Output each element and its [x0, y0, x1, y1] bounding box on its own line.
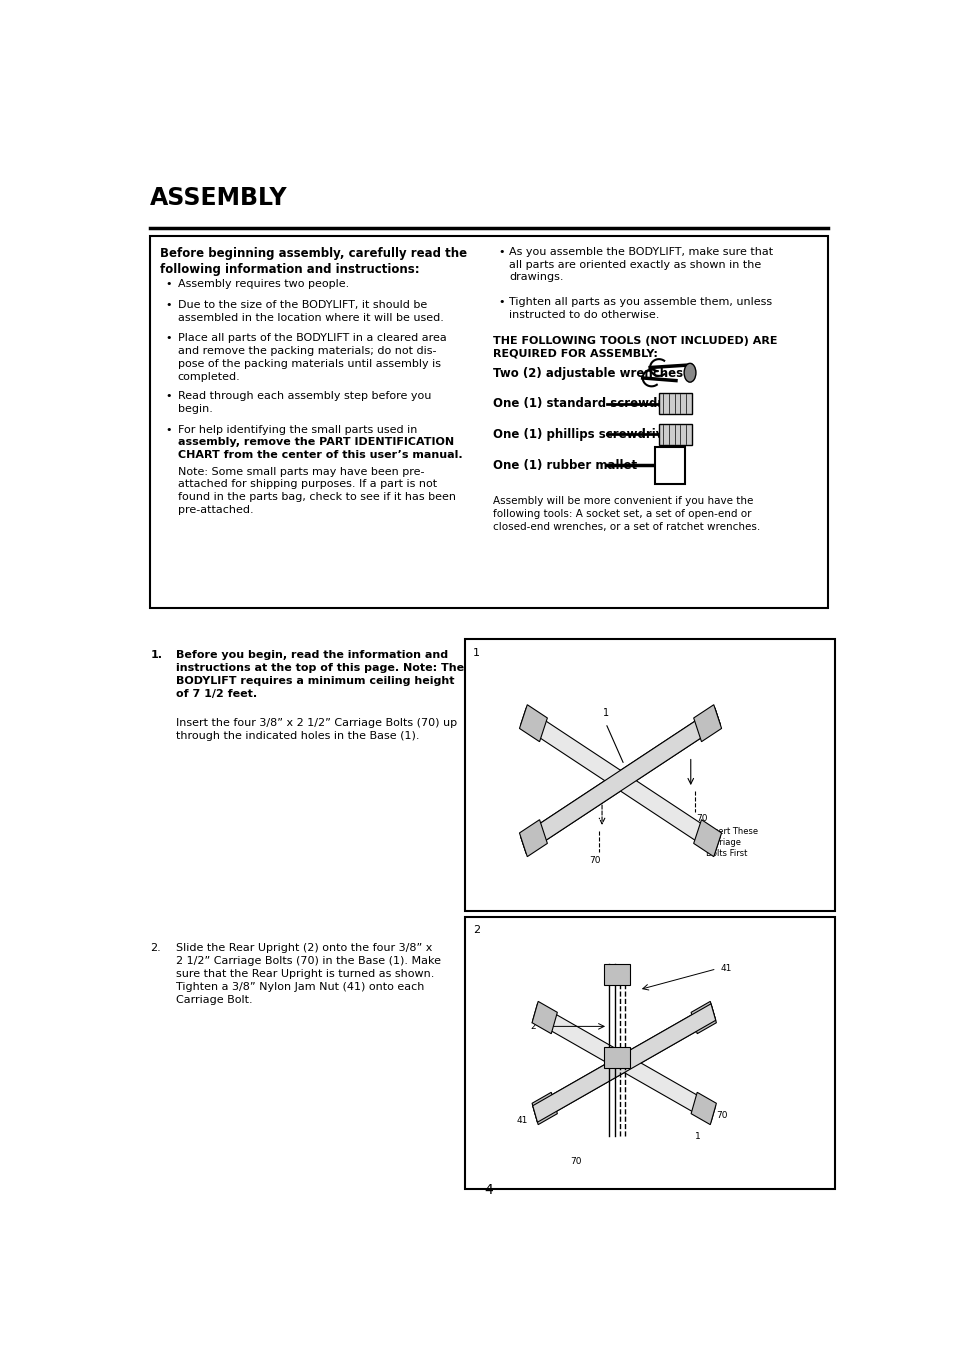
Text: 2: 2 [472, 925, 479, 935]
Polygon shape [520, 708, 720, 853]
Polygon shape [693, 819, 720, 856]
Text: •: • [498, 298, 504, 307]
Polygon shape [690, 1002, 716, 1034]
Text: One (1) rubber mallet: One (1) rubber mallet [492, 459, 636, 472]
Text: •: • [498, 247, 504, 257]
Text: Two (2) adjustable wrenches: Two (2) adjustable wrenches [492, 367, 682, 379]
Text: 1.: 1. [151, 650, 162, 659]
Polygon shape [532, 1093, 557, 1125]
Text: Insert the four 3/8” x 2 1/2” Carriage Bolts (70) up
through the indicated holes: Insert the four 3/8” x 2 1/2” Carriage B… [176, 718, 456, 741]
Text: Due to the size of the BODYLIFT, it should be
assembled in the location where it: Due to the size of the BODYLIFT, it shou… [177, 300, 443, 322]
Polygon shape [693, 705, 720, 742]
Text: As you assemble the BODYLIFT, make sure that
all parts are oriented exactly as s: As you assemble the BODYLIFT, make sure … [508, 247, 772, 283]
Ellipse shape [683, 363, 696, 382]
Text: 1: 1 [472, 648, 479, 658]
Bar [659, 424, 692, 444]
Text: 2.: 2. [151, 943, 161, 953]
Text: 2: 2 [529, 1022, 535, 1031]
Polygon shape [519, 705, 547, 742]
Text: Note: Some small parts may have been pre-
attached for shipping purposes. If a p: Note: Some small parts may have been pre… [177, 466, 456, 515]
Text: Read through each assembly step before you
begin.: Read through each assembly step before y… [177, 391, 431, 414]
Polygon shape [690, 1093, 716, 1125]
Text: •: • [166, 333, 172, 344]
Text: 41: 41 [720, 965, 731, 973]
Text: Assembly will be more convenient if you have the
following tools: A socket set, : Assembly will be more convenient if you … [492, 496, 760, 531]
Polygon shape [532, 1004, 715, 1123]
Bar [465, 639, 834, 912]
Bar [465, 916, 834, 1189]
Text: •: • [166, 391, 172, 401]
Text: One (1) standard screwdriver: One (1) standard screwdriver [492, 397, 688, 410]
Text: Insert These
Carriage
Bolts First: Insert These Carriage Bolts First [705, 826, 757, 858]
Text: Before you begin, read the information and
instructions at the top of this page.: Before you begin, read the information a… [176, 650, 464, 700]
Text: Tighten all parts as you assemble them, unless
instructed to do otherwise.: Tighten all parts as you assemble them, … [508, 298, 771, 321]
Text: 1: 1 [694, 1132, 700, 1140]
Text: 1: 1 [602, 708, 608, 718]
Text: One (1) phillips screwdriver: One (1) phillips screwdriver [492, 428, 677, 442]
Polygon shape [532, 1004, 715, 1123]
Bar [655, 447, 684, 484]
Text: 41: 41 [517, 1116, 528, 1125]
Text: ASSEMBLY: ASSEMBLY [151, 186, 288, 211]
Text: 70: 70 [588, 856, 599, 866]
Polygon shape [520, 708, 720, 853]
Text: 70: 70 [696, 814, 707, 824]
Text: •: • [166, 424, 172, 435]
Text: •: • [166, 300, 172, 310]
Bar [603, 964, 630, 984]
Text: Assembly requires two people.: Assembly requires two people. [177, 279, 349, 289]
Text: •: • [166, 279, 172, 289]
Text: 4: 4 [484, 1182, 493, 1197]
Polygon shape [519, 819, 547, 856]
Text: assembly, remove the PART IDENTIFICATION
CHART from the center of this user’s ma: assembly, remove the PART IDENTIFICATION… [177, 438, 462, 459]
Bar [151, 236, 826, 607]
Text: 70: 70 [570, 1158, 581, 1166]
Bar [659, 393, 692, 414]
Text: 70: 70 [716, 1110, 727, 1120]
Polygon shape [520, 708, 720, 853]
Text: THE FOLLOWING TOOLS (NOT INCLUDED) ARE
REQUIRED FOR ASSEMBLY:: THE FOLLOWING TOOLS (NOT INCLUDED) ARE R… [492, 336, 777, 359]
Bar [603, 1048, 630, 1068]
Polygon shape [532, 1004, 715, 1123]
Polygon shape [532, 1002, 557, 1034]
Text: Before beginning assembly, carefully read the
following information and instruct: Before beginning assembly, carefully rea… [160, 247, 467, 276]
Text: Slide the Rear Upright (2) onto the four 3/8” x
2 1/2” Carriage Bolts (70) in th: Slide the Rear Upright (2) onto the four… [176, 943, 440, 1006]
Text: For help identifying the small parts used in: For help identifying the small parts use… [177, 424, 416, 435]
Text: Place all parts of the BODYLIFT in a cleared area
and remove the packing materia: Place all parts of the BODYLIFT in a cle… [177, 333, 446, 382]
